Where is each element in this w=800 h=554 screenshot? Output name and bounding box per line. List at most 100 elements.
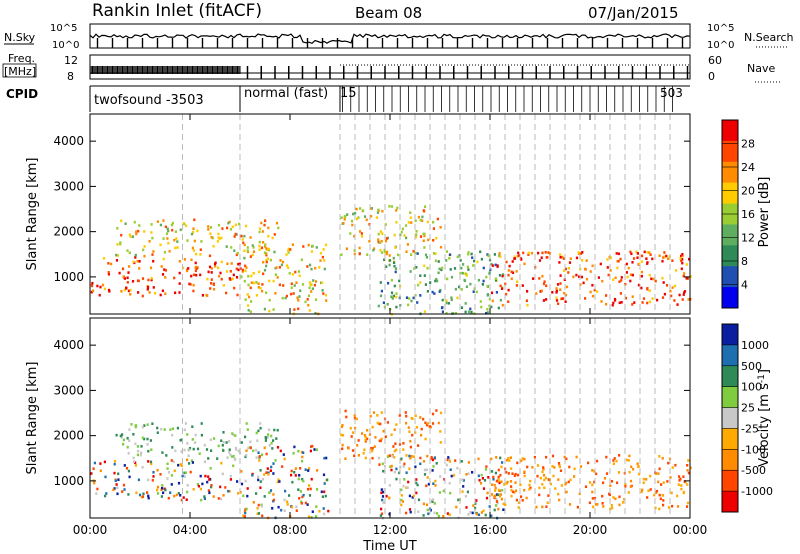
heatmap-cell	[104, 494, 107, 498]
heatmap-cell	[282, 453, 285, 456]
heatmap-cell	[514, 489, 518, 493]
heatmap-cell	[627, 491, 630, 494]
heatmap-cell	[564, 293, 568, 297]
heatmap-cell	[445, 301, 448, 305]
heatmap-cell	[611, 506, 614, 510]
heatmap-cell	[150, 276, 153, 280]
heatmap-cell	[434, 279, 437, 283]
colorbar-tick-label: -1000	[741, 485, 773, 498]
heatmap-cell	[685, 505, 689, 508]
heatmap-cell	[424, 421, 427, 425]
heatmap-cell	[618, 503, 621, 507]
heatmap-cell	[426, 476, 429, 479]
heatmap-cell	[545, 298, 548, 301]
heatmap-cell	[581, 251, 584, 254]
heatmap-cell	[523, 474, 526, 478]
heatmap-cell	[627, 266, 630, 270]
heatmap-cell	[128, 233, 131, 237]
heatmap-cell	[637, 283, 640, 287]
heatmap-cell	[629, 273, 633, 276]
heatmap-cell	[393, 470, 396, 474]
heatmap-cell	[489, 494, 492, 498]
heatmap-cell	[647, 489, 650, 493]
heatmap-cell	[501, 303, 504, 307]
heatmap-cell	[538, 277, 541, 280]
heatmap-cell	[434, 484, 437, 487]
heatmap-cell	[182, 496, 185, 499]
heatmap-cell	[260, 504, 264, 508]
heatmap-cell	[259, 486, 262, 489]
heatmap-cell	[680, 484, 683, 487]
heatmap-cell	[494, 278, 498, 282]
y-tick-label: 3000	[53, 383, 84, 397]
heatmap-cell	[234, 223, 237, 227]
heatmap-cell	[415, 491, 418, 495]
heatmap-cell	[591, 497, 594, 500]
heatmap-cell	[502, 508, 505, 511]
heatmap-cell	[156, 468, 159, 472]
heatmap-cell	[278, 266, 281, 269]
heatmap-cell	[156, 488, 159, 492]
heatmap-cell	[631, 261, 634, 264]
heatmap-cell	[315, 515, 318, 518]
heatmap-cell	[247, 309, 250, 312]
heatmap-cell	[551, 465, 554, 468]
heatmap-cell	[194, 261, 197, 265]
heatmap-cell	[181, 474, 184, 478]
heatmap-cell	[669, 476, 672, 479]
heatmap-cell	[152, 471, 155, 474]
heatmap-cell	[259, 480, 262, 483]
heatmap-cell	[648, 251, 651, 254]
heatmap-cell	[242, 514, 245, 517]
heatmap-cell	[384, 223, 387, 226]
heatmap-cell	[380, 411, 383, 414]
heatmap-cell	[192, 289, 195, 293]
colorbar-segment	[722, 407, 738, 429]
heatmap-cell	[529, 479, 532, 483]
heatmap-cell	[114, 479, 117, 482]
heatmap-cell	[162, 257, 165, 261]
heatmap-cell	[225, 245, 228, 248]
heatmap-cell	[90, 290, 93, 294]
heatmap-cell	[450, 275, 454, 279]
heatmap-cell	[562, 257, 565, 260]
heatmap-cell	[298, 497, 301, 500]
heatmap-cell	[665, 254, 668, 258]
heatmap-cell	[350, 219, 354, 223]
heatmap-cell	[134, 461, 137, 464]
heatmap-cell	[390, 468, 393, 472]
heatmap-cell	[373, 247, 376, 250]
heatmap-cell	[126, 249, 129, 252]
heatmap-cell	[626, 458, 629, 462]
heatmap-cell	[265, 260, 268, 264]
heatmap-cell	[642, 477, 645, 481]
heatmap-cell	[180, 498, 183, 502]
heatmap-cell	[467, 513, 470, 516]
heatmap-cell	[465, 473, 468, 476]
heatmap-cell	[414, 219, 417, 222]
heatmap-cell	[301, 455, 304, 459]
colorbar-tick-label: 1000	[741, 339, 769, 352]
heatmap-cell	[408, 297, 411, 300]
heatmap-cell	[637, 472, 641, 476]
cpid-mode-15: 15	[340, 86, 357, 101]
heatmap-cell	[166, 477, 169, 480]
heatmap-cell	[392, 294, 395, 298]
heatmap-cell	[485, 465, 488, 468]
heatmap-cell	[231, 432, 234, 435]
heatmap-cell	[395, 448, 398, 452]
heatmap-cell	[613, 297, 617, 301]
heatmap-cell	[609, 269, 612, 272]
heatmap-cell	[197, 484, 200, 488]
heatmap-cell	[511, 472, 514, 475]
heatmap-cell	[395, 295, 398, 299]
heatmap-cell	[666, 480, 669, 483]
heatmap-cell	[171, 221, 174, 225]
heatmap-cell	[248, 295, 251, 299]
heatmap-cell	[481, 282, 484, 286]
heatmap-cell	[558, 464, 561, 467]
heatmap-cell	[412, 296, 415, 300]
heatmap-cell	[405, 296, 409, 299]
heatmap-cell	[523, 470, 526, 474]
